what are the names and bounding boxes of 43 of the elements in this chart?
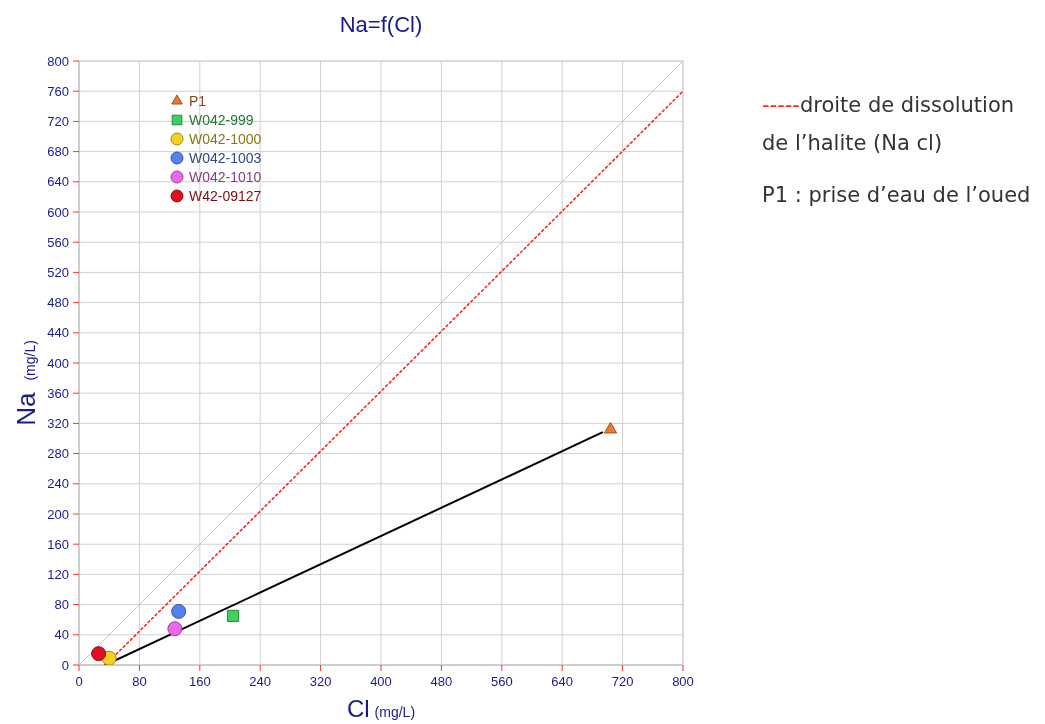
text: -----droite de dissolution de l’halite (Na cl) [762, 93, 1015, 155]
x-tick-label: 320 [309, 674, 332, 689]
y-tick-label: 0 [61, 657, 69, 673]
y-tick-label: 320 [47, 415, 69, 431]
y-tick-label: 120 [47, 566, 69, 582]
y-tick-label: 360 [47, 385, 69, 401]
y-tick-label: 760 [47, 83, 69, 99]
x-tick-label: 400 [370, 674, 392, 689]
x-tick-label: 160 [188, 674, 211, 689]
y-tick-label: 280 [47, 446, 69, 462]
x-tick-label: 80 [132, 674, 147, 689]
y-tick-label: 240 [47, 476, 69, 492]
x-tick-label: 560 [490, 674, 513, 689]
legend-label: W042-1000 [189, 131, 262, 147]
legend-label: W042-1003 [189, 150, 262, 166]
x-tick-label: 480 [430, 674, 453, 689]
y-tick-label: 160 [47, 536, 69, 552]
y-axis-title: Na (mg/L) [11, 340, 41, 426]
y-tick-label: 40 [54, 627, 69, 643]
chart-title: Na=f(Cl) [339, 12, 423, 37]
x-tick-label: 0 [75, 674, 83, 689]
legend-label: W042-999 [189, 112, 254, 128]
y-tick-label: 800 [47, 53, 69, 69]
y-tick-label: 720 [47, 113, 69, 129]
y-tick-label: 440 [47, 325, 69, 341]
legend-label: W042-1010 [189, 169, 262, 185]
y-tick-label: 640 [47, 174, 69, 190]
x-tick-label: 240 [249, 674, 272, 689]
y-tick-label: 200 [47, 506, 69, 522]
legend-label: W42-09127 [189, 188, 262, 204]
x-tick-label: 720 [611, 674, 634, 689]
y-tick-label: 400 [47, 355, 69, 371]
text: P1 : prise d’eau de l’oued [762, 183, 1031, 207]
x-tick-label: 640 [551, 674, 574, 689]
x-tick-label: 800 [672, 674, 694, 689]
y-tick-label: 560 [47, 234, 69, 250]
y-tick-label: 680 [47, 144, 69, 160]
y-tick-label: 600 [47, 204, 69, 220]
y-tick-label: 520 [47, 264, 69, 280]
legend-label: P1 [189, 93, 207, 109]
y-tick-label: 480 [47, 295, 69, 311]
y-tick-label: 80 [54, 597, 69, 613]
x-axis-title: Cl (mg/L) [346, 695, 416, 722]
